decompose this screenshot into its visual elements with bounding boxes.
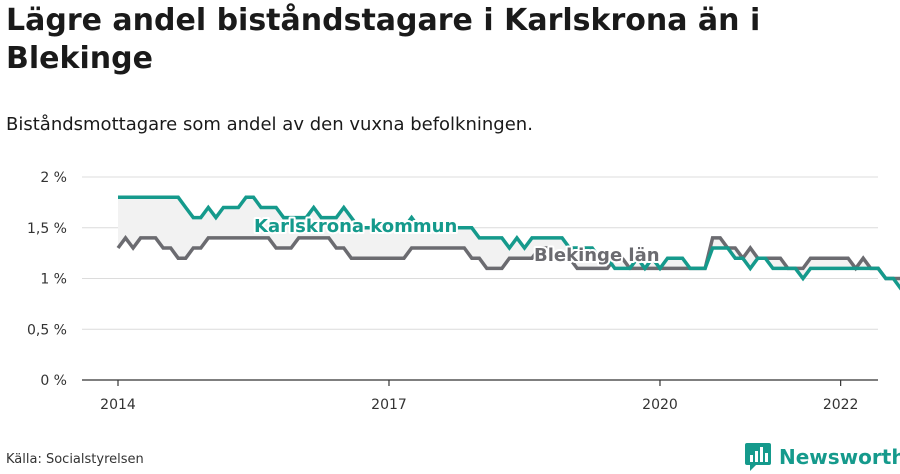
chart-title: Lägre andel biståndstagare i Karlskrona … [6, 3, 761, 76]
series-line-karlskrona [118, 195, 900, 291]
x-tick-label: 2022 [823, 397, 859, 413]
y-tick-label: 0,5 % [27, 322, 67, 338]
brand-name: Newsworthy [779, 445, 900, 469]
difference-band [118, 197, 900, 288]
x-tick-label: 2020 [642, 397, 678, 413]
series-label-blekinge: Blekinge län [534, 245, 660, 266]
y-tick-label: 2 % [40, 170, 67, 186]
brand-logo: Newsworthy [744, 442, 900, 472]
source-note: Källa: Socialstyrelsen [6, 452, 144, 467]
series-line-blekinge [116, 234, 900, 281]
newsworthy-logo-icon [745, 443, 771, 471]
chart-subtitle: Biståndsmottagare som andel av den vuxna… [6, 114, 533, 135]
x-tick-label: 2017 [371, 397, 407, 413]
y-tick-label: 1 % [40, 272, 67, 288]
x-tick-label: 2014 [100, 397, 136, 413]
y-tick-label: 1,5 % [27, 221, 67, 237]
y-tick-label: 0 % [40, 373, 67, 389]
series-label-karlskrona: Karlskrona kommun [254, 216, 457, 237]
